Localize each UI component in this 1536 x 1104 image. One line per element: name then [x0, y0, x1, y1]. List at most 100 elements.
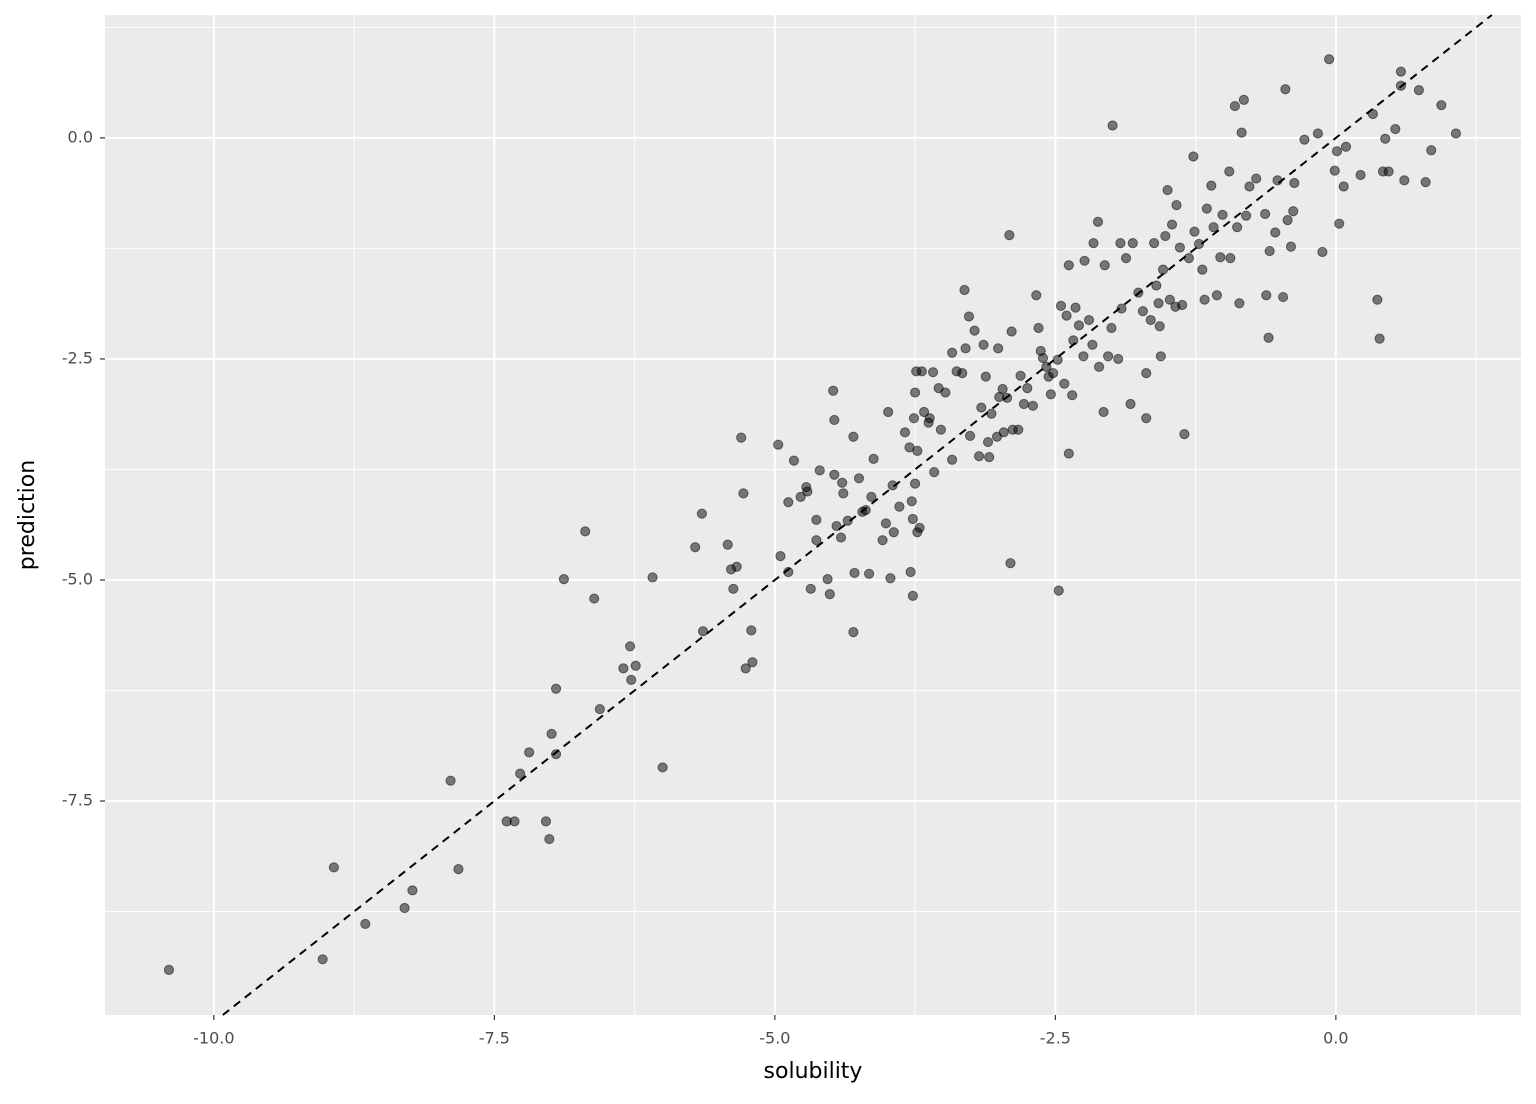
- point: [1061, 310, 1072, 321]
- point: [1395, 66, 1407, 77]
- point: [984, 451, 995, 463]
- point: [829, 414, 840, 426]
- marks: [163, 14, 1493, 1016]
- point: [509, 816, 520, 827]
- point: [887, 480, 898, 491]
- point: [795, 491, 806, 502]
- point: [814, 465, 825, 476]
- point: [908, 413, 920, 424]
- point: [1092, 216, 1104, 227]
- point: [407, 885, 418, 896]
- point: [1137, 306, 1148, 317]
- point: [445, 775, 456, 786]
- point: [918, 406, 930, 418]
- point: [626, 674, 637, 685]
- point: [929, 467, 940, 478]
- point: [696, 508, 708, 519]
- point: [1238, 94, 1249, 105]
- point: [982, 436, 994, 448]
- point: [940, 387, 951, 398]
- point: [1177, 299, 1188, 311]
- point: [1420, 177, 1431, 188]
- point: [1285, 241, 1297, 252]
- point: [907, 513, 918, 525]
- point: [690, 542, 701, 553]
- point: [697, 626, 709, 637]
- point: [1087, 339, 1098, 350]
- x-tick-label: -2.5: [1040, 1029, 1071, 1048]
- point: [1174, 242, 1186, 253]
- point: [980, 371, 991, 382]
- point: [1270, 227, 1281, 238]
- point: [1334, 218, 1345, 229]
- point: [1264, 245, 1275, 257]
- point: [1251, 173, 1262, 184]
- reference-line: [222, 14, 1493, 1016]
- point: [1374, 333, 1385, 344]
- point: [1179, 428, 1190, 440]
- point: [317, 954, 328, 965]
- y-tick-label: -7.5: [62, 791, 93, 810]
- point: [1282, 215, 1293, 226]
- point: [1224, 166, 1235, 177]
- point: [1141, 367, 1152, 379]
- y-tick-label: -5.0: [62, 569, 93, 588]
- point: [969, 325, 980, 336]
- point: [1201, 203, 1212, 214]
- point: [993, 343, 1004, 354]
- point: [1211, 290, 1223, 301]
- point: [1188, 151, 1199, 162]
- point: [947, 454, 958, 465]
- point: [868, 453, 879, 464]
- point: [1141, 413, 1152, 424]
- point: [976, 402, 987, 413]
- point: [580, 526, 591, 537]
- point: [1070, 302, 1081, 313]
- point: [1052, 354, 1063, 365]
- point: [1355, 169, 1366, 181]
- point: [775, 551, 786, 562]
- point: [978, 339, 989, 350]
- point: [728, 583, 739, 594]
- point: [747, 657, 758, 668]
- point: [1183, 253, 1194, 264]
- point: [524, 747, 535, 758]
- point: [1164, 294, 1175, 305]
- point: [1324, 54, 1335, 65]
- point: [399, 902, 410, 914]
- point: [618, 663, 629, 674]
- point: [1229, 100, 1240, 112]
- point: [746, 625, 757, 636]
- y-axis-title: prediction: [15, 460, 40, 570]
- point: [880, 518, 892, 529]
- point: [829, 469, 840, 480]
- point: [1073, 320, 1085, 331]
- point: [1197, 264, 1208, 275]
- point: [558, 574, 570, 585]
- point: [1199, 294, 1210, 305]
- point: [1153, 298, 1164, 309]
- point: [1048, 367, 1059, 379]
- point: [1331, 146, 1343, 157]
- point: [1045, 389, 1056, 400]
- point: [1127, 238, 1138, 249]
- point: [1236, 127, 1247, 138]
- point: [927, 367, 939, 378]
- point: [963, 311, 975, 322]
- point: [515, 768, 526, 779]
- point: [1079, 255, 1090, 266]
- point: [828, 385, 839, 396]
- point: [1006, 326, 1017, 337]
- point: [738, 488, 749, 499]
- point: [453, 864, 464, 875]
- point: [1162, 184, 1173, 196]
- point: [1261, 290, 1272, 301]
- point: [959, 284, 970, 296]
- point: [837, 477, 848, 488]
- point: [1078, 351, 1089, 362]
- point: [822, 574, 833, 585]
- point: [1083, 314, 1095, 326]
- point: [1383, 166, 1394, 177]
- point: [1154, 321, 1165, 332]
- x-tick-label: 0.0: [1323, 1029, 1348, 1048]
